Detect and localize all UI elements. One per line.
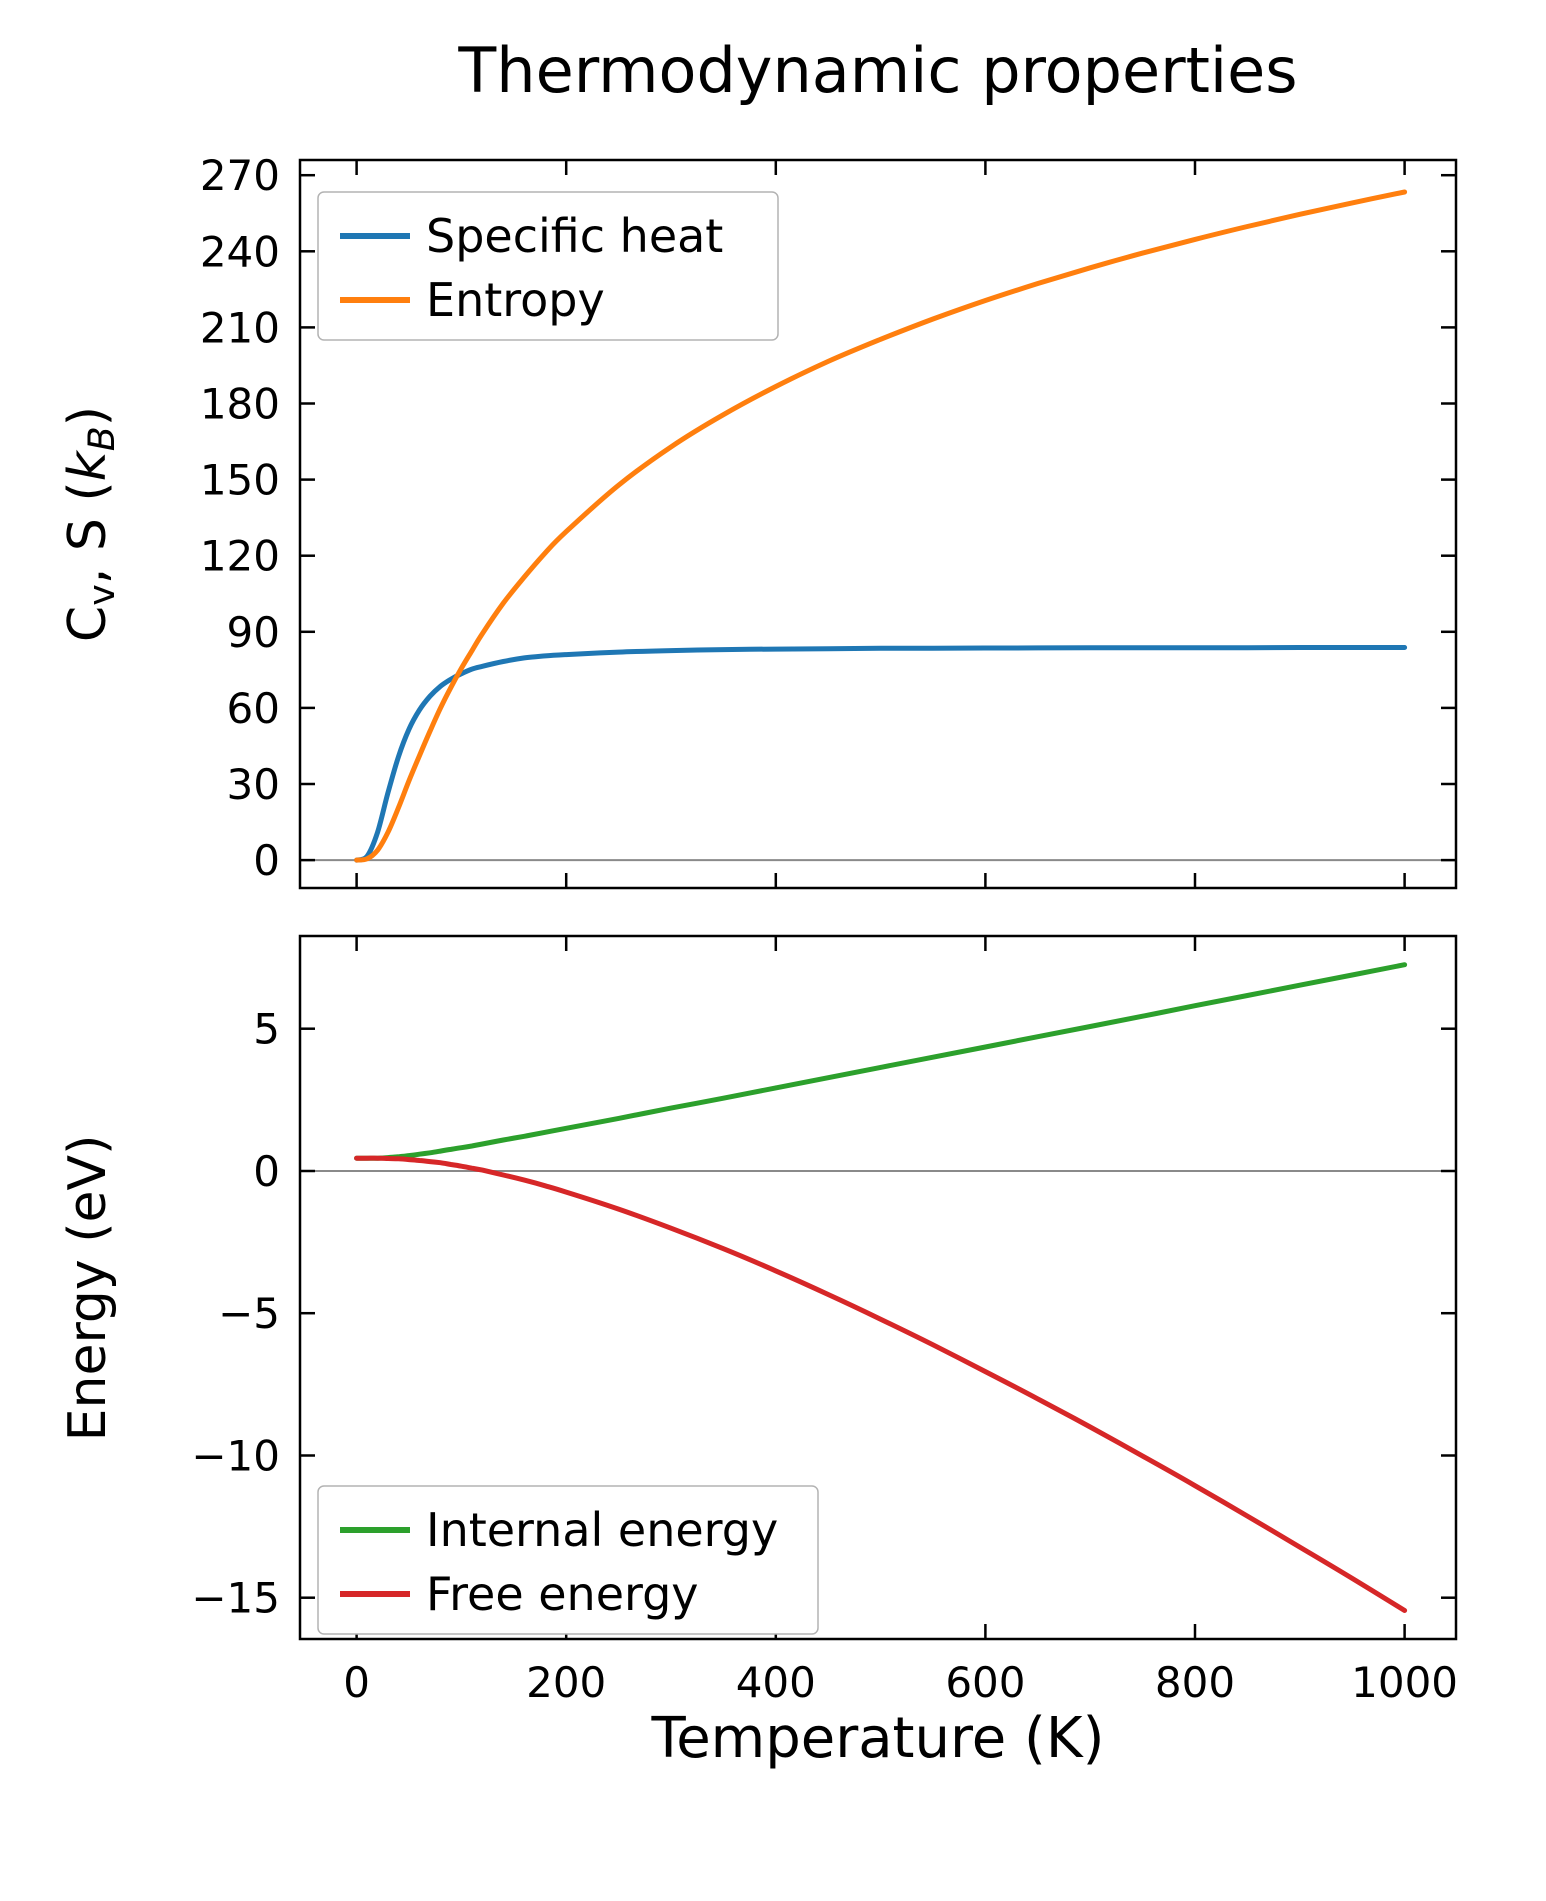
x-tick-label: 800 bbox=[1155, 1658, 1235, 1707]
y-tick-label: 90 bbox=[227, 608, 280, 657]
internal-energy-curve bbox=[354, 962, 1408, 1161]
x-axis-label: Temperature (K) bbox=[651, 1706, 1105, 1771]
legend-box bbox=[317, 191, 779, 341]
panel-energy: 0 200 400 600 800 1000 5 0 −5 −10 −15 Internal ener… bbox=[191, 934, 1458, 1707]
free-energy-curve bbox=[354, 1155, 1408, 1613]
x-tick-label: 0 bbox=[343, 1658, 370, 1707]
axes-spines bbox=[298, 158, 1458, 890]
entropy-curve bbox=[354, 189, 1408, 863]
x-tick-label: 400 bbox=[736, 1658, 816, 1707]
y-tick-label: 0 bbox=[253, 836, 280, 885]
specific-heat-curve bbox=[354, 644, 1408, 863]
x-tick-label: 600 bbox=[945, 1658, 1025, 1707]
x-tick-label: 200 bbox=[526, 1658, 606, 1707]
legend-label-entropy: Entropy bbox=[426, 273, 605, 327]
legend-label-specific-heat: Specific heat bbox=[426, 209, 723, 263]
y-tick-label: 150 bbox=[200, 456, 280, 505]
legend-label-free-energy: Free energy bbox=[426, 1567, 699, 1621]
y-tick-label: −10 bbox=[191, 1432, 280, 1481]
panel-thermo: 0 30 60 90 120 150 180 210 240 270 Specific heat En… bbox=[200, 151, 1458, 890]
x-tick-label: 1000 bbox=[1351, 1658, 1458, 1707]
y-tick-label: 60 bbox=[227, 684, 280, 733]
chart-title: Thermodynamic properties bbox=[458, 34, 1298, 107]
y-tick-label: 0 bbox=[253, 1147, 280, 1196]
y-axis-label-bottom: Energy (eV) bbox=[58, 1134, 118, 1442]
y-tick-label: 210 bbox=[200, 303, 280, 352]
y-tick-label: 240 bbox=[200, 227, 280, 276]
y-tick-label: 120 bbox=[200, 532, 280, 581]
y-tick-label: −15 bbox=[191, 1574, 280, 1623]
y-tick-label: 270 bbox=[200, 151, 280, 200]
axes-spines bbox=[298, 934, 1458, 1641]
y-tick-label: −5 bbox=[218, 1289, 280, 1338]
legend-label-internal-energy: Internal energy bbox=[426, 1503, 778, 1557]
y-tick-label: 5 bbox=[253, 1005, 280, 1054]
y-tick-label: 180 bbox=[200, 380, 280, 429]
legend-box bbox=[317, 1485, 819, 1635]
y-tick-label: 30 bbox=[227, 760, 280, 809]
